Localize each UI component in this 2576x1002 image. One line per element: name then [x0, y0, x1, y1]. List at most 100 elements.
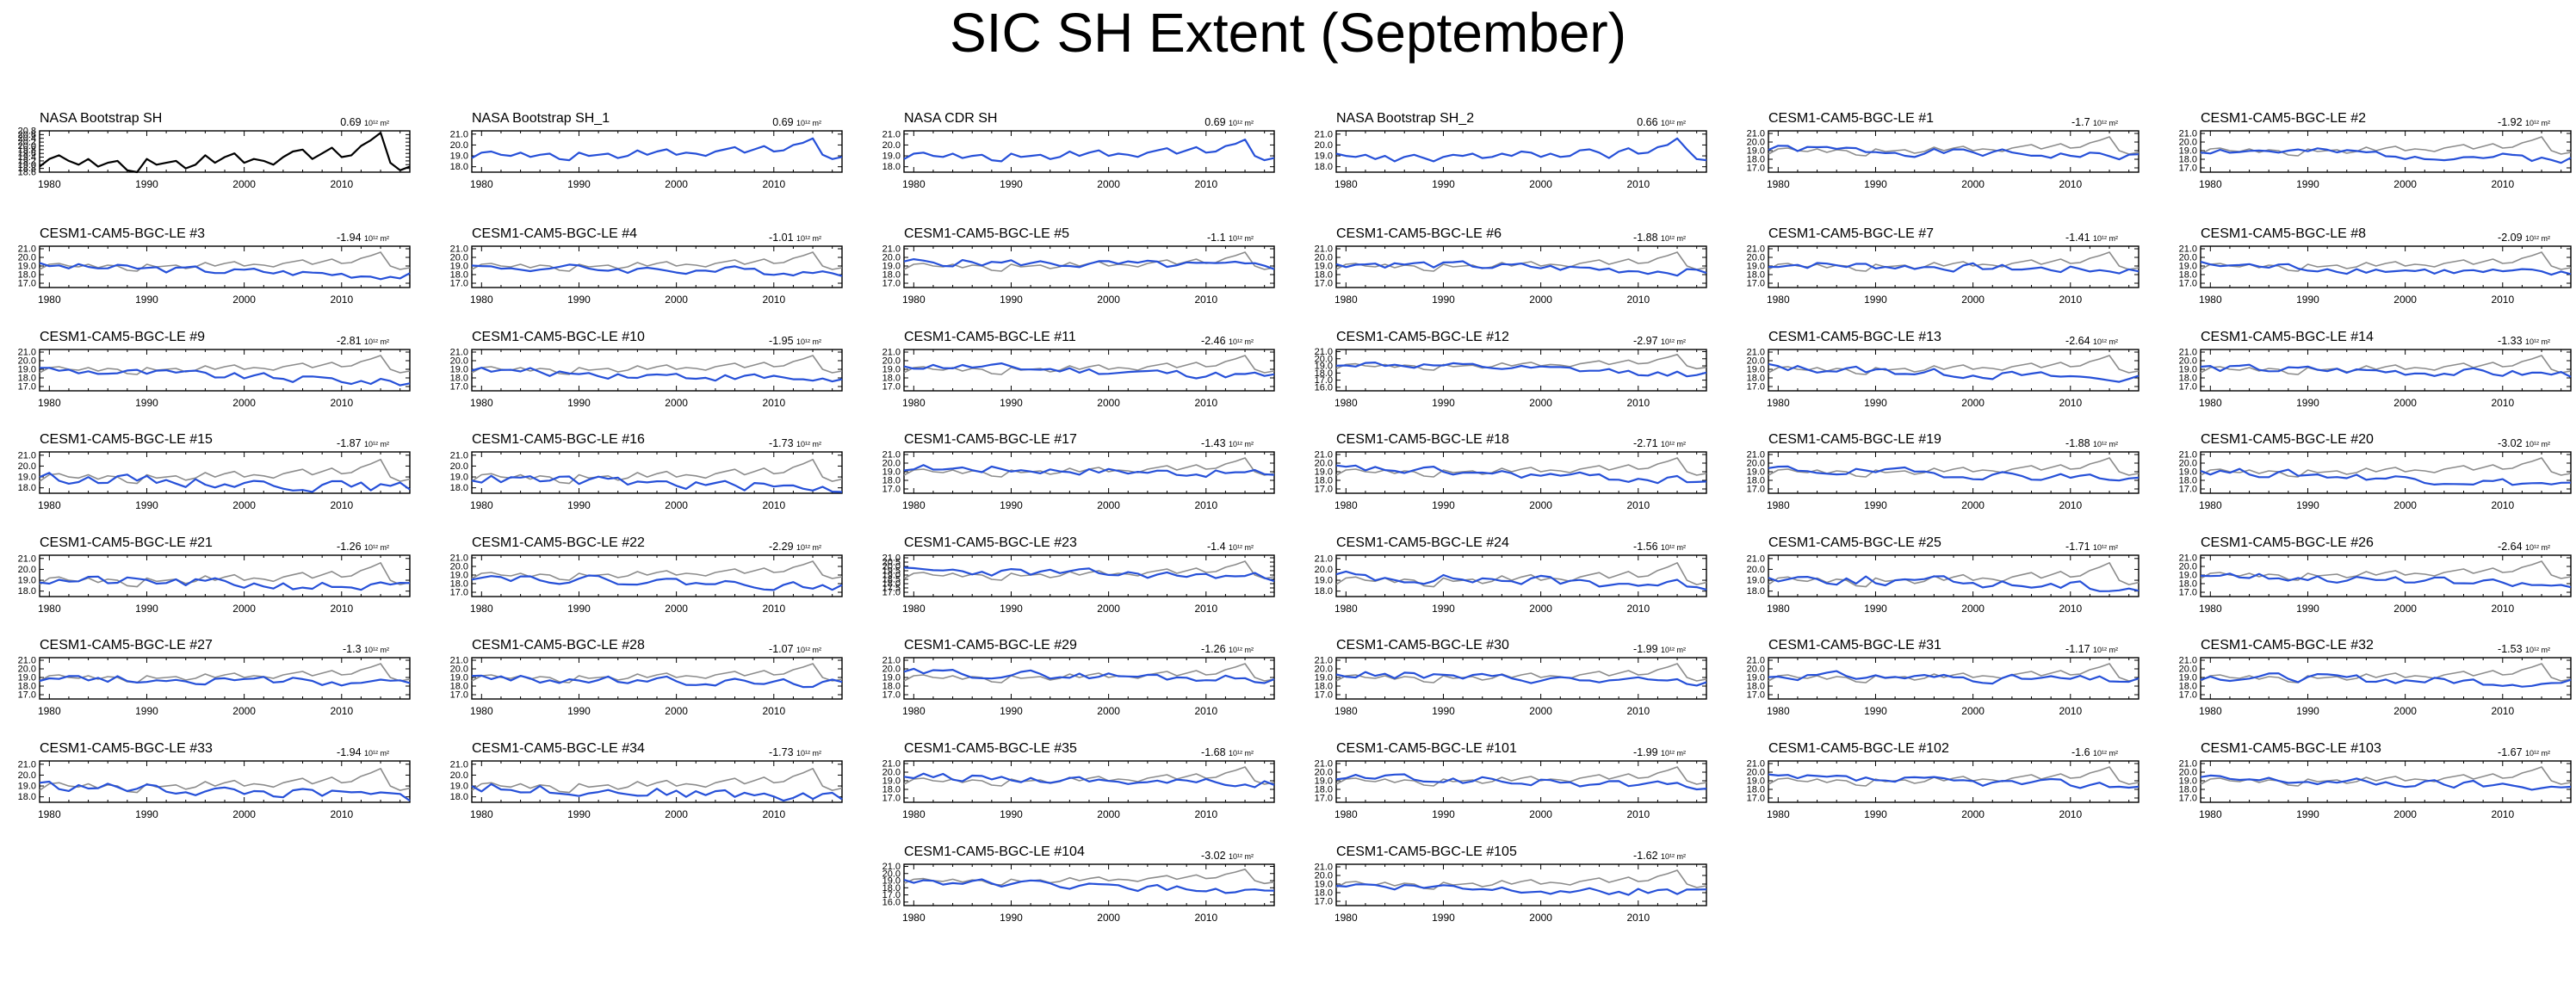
x-tick-label: 2000: [232, 397, 256, 409]
y-tick-label: 21.0: [1315, 244, 1333, 255]
y-tick-label: 19.0: [1747, 576, 1765, 586]
y-tick-label: 19.0: [1747, 365, 1765, 375]
x-tick-label: 1990: [135, 705, 158, 717]
x-tick-label: 1980: [2199, 178, 2222, 190]
y-tick-label: 17.0: [1747, 382, 1765, 393]
y-tick-label: 19.0: [882, 776, 901, 787]
trend-unit: 10¹² m²: [364, 234, 389, 243]
x-tick-label: 1980: [2199, 294, 2222, 306]
y-tick-label: 20.6: [18, 130, 36, 140]
plot-frame: [39, 760, 411, 803]
obs-series-line: [471, 560, 843, 581]
x-tick-label: 1980: [1334, 178, 1358, 190]
y-tick-label: 18.6: [18, 168, 36, 178]
x-tick-label: 2000: [1961, 294, 1985, 306]
trend-unit: 10¹² m²: [1229, 749, 1254, 758]
y-tick-label: 21.0: [1747, 244, 1765, 255]
y-tick-label: 21.0: [450, 656, 468, 666]
y-tick-label: 21.0: [882, 129, 901, 139]
y-tick-label: 18.0: [2179, 155, 2197, 165]
panel-title: CESM1-CAM5-BGC-LE #11: [904, 330, 1076, 344]
model-series-line: [471, 263, 843, 277]
panel-trend: -1.88 10¹² m²: [2065, 437, 2118, 449]
x-tick-label: 1980: [470, 499, 493, 511]
panel: CESM1-CAM5-BGC-LE #28 -1.07 10¹² m² 1980 19…: [450, 638, 843, 717]
obs-series-line: [2200, 136, 2572, 157]
panel: NASA Bootstrap SH 0.69 10¹² m² 1980 1990 200…: [18, 111, 411, 190]
y-tick-label: 21.0: [1747, 129, 1765, 139]
y-tick-label: 20.0: [882, 562, 901, 572]
y-tick-label: 18.0: [1747, 785, 1765, 795]
panel-title: CESM1-CAM5-BGC-LE #102: [1768, 741, 1949, 756]
y-tick-label: 20.0: [1315, 253, 1333, 263]
panel-title: CESM1-CAM5-BGC-LE #35: [904, 741, 1077, 756]
y-tick-label: 20.0: [882, 665, 901, 675]
x-tick-label: 2000: [1097, 808, 1120, 820]
y-tick-label: 20.0: [1315, 565, 1333, 575]
panel: CESM1-CAM5-BGC-LE #23 -1.4 10¹² m² 1980 199…: [882, 535, 1275, 615]
model-series-line: [1768, 362, 2139, 383]
trend-unit: 10¹² m²: [2093, 749, 2118, 758]
trend-unit: 10¹² m²: [1661, 646, 1686, 654]
y-tick-label: 19.0: [450, 673, 468, 683]
y-tick-label: 21.0: [450, 348, 468, 358]
panel: CESM1-CAM5-BGC-LE #15 -1.87 10¹² m² 1980 19…: [18, 432, 411, 511]
y-tick-label: 21.0: [2179, 656, 2197, 666]
panel-trend: -1.33 10¹² m²: [2498, 335, 2550, 347]
panel-trend: -1.71 10¹² m²: [2065, 541, 2118, 553]
x-tick-label: 2000: [1529, 603, 1552, 615]
y-tick-label: 17.0: [882, 485, 901, 495]
trend-unit: 10¹² m²: [796, 337, 821, 346]
y-tick-label: 20.0: [2179, 459, 2197, 469]
trend-unit: 10¹² m²: [796, 234, 821, 243]
x-tick-label: 1980: [38, 603, 61, 615]
x-tick-label: 2000: [1961, 808, 1985, 820]
y-tick-label: 18.0: [1315, 888, 1333, 899]
trend-unit: 10¹² m²: [364, 646, 389, 654]
x-tick-label: 2000: [665, 499, 688, 511]
x-tick-label: 2010: [330, 808, 353, 820]
y-tick-label: 19.2: [18, 156, 36, 166]
y-tick-label: 17.0: [2179, 164, 2197, 174]
y-tick-label: 18.0: [882, 883, 901, 894]
model-series-line: [40, 367, 411, 387]
x-tick-label: 2000: [1529, 178, 1552, 190]
model-series-line: [903, 362, 1275, 380]
trend-unit: 10¹² m²: [2525, 749, 2550, 758]
y-tick-label: 19.0: [1747, 673, 1765, 683]
x-tick-label: 2010: [1626, 705, 1650, 717]
panel-trend: -1.95 10¹² m²: [769, 335, 821, 347]
x-tick-label: 2010: [2491, 397, 2514, 409]
y-tick-label: 20.0: [450, 770, 468, 781]
y-tick-label: 21.0: [1315, 759, 1333, 770]
panel-title: CESM1-CAM5-BGC-LE #9: [40, 330, 205, 344]
y-tick-label: 18.0: [1315, 368, 1333, 379]
y-tick-label: 19.0: [18, 673, 36, 683]
y-tick-label: 18.0: [1747, 270, 1765, 281]
y-tick-label: 21.0: [1315, 656, 1333, 666]
trend-unit: 10¹² m²: [364, 119, 389, 127]
y-tick-label: 20.0: [2179, 768, 2197, 778]
panel: CESM1-CAM5-BGC-LE #31 -1.17 10¹² m² 1980 19…: [1747, 638, 2139, 717]
y-tick-label: 19.5: [882, 566, 901, 577]
trend-unit: 10¹² m²: [1661, 119, 1686, 127]
x-tick-label: 1980: [902, 912, 926, 924]
panel-trend: -3.02 10¹² m²: [2498, 437, 2550, 449]
x-tick-label: 1980: [470, 178, 493, 190]
x-tick-label: 2000: [1529, 499, 1552, 511]
obs-series-line: [471, 355, 843, 375]
y-tick-label: 21.0: [1315, 554, 1333, 564]
y-tick-label: 19.0: [882, 571, 901, 581]
x-tick-label: 1990: [567, 808, 591, 820]
y-tick-label: 20.0: [450, 461, 468, 472]
panel-trend: 0.69 10¹² m²: [1204, 116, 1254, 128]
x-tick-label: 2010: [1626, 397, 1650, 409]
x-tick-label: 2010: [1194, 912, 1217, 924]
y-tick-label: 19.0: [2179, 146, 2197, 157]
obs-series-line: [1335, 869, 1707, 890]
y-tick-label: 19.0: [1747, 146, 1765, 157]
trend-unit: 10¹² m²: [796, 646, 821, 654]
y-tick-label: 17.0: [1747, 164, 1765, 174]
y-tick-label: 19.0: [1747, 467, 1765, 478]
